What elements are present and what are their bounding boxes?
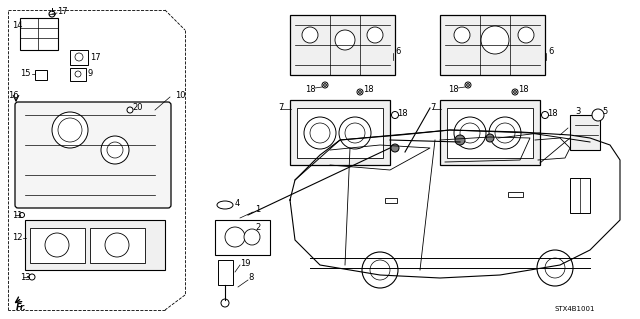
Circle shape bbox=[370, 260, 390, 280]
Text: 18: 18 bbox=[518, 85, 529, 94]
Bar bbox=[70, 68, 86, 81]
Text: 18: 18 bbox=[448, 85, 459, 94]
Text: 18: 18 bbox=[397, 108, 408, 117]
Circle shape bbox=[460, 123, 480, 143]
Text: 5: 5 bbox=[602, 108, 607, 116]
Bar bbox=[218, 260, 233, 285]
Text: 13: 13 bbox=[20, 272, 31, 281]
Bar bbox=[35, 70, 47, 80]
Circle shape bbox=[225, 227, 245, 247]
Circle shape bbox=[101, 136, 129, 164]
Text: 18: 18 bbox=[547, 108, 557, 117]
Circle shape bbox=[465, 82, 471, 88]
Bar bbox=[290, 100, 390, 165]
Circle shape bbox=[45, 233, 69, 257]
Bar bbox=[30, 228, 85, 263]
Text: 6: 6 bbox=[548, 48, 554, 56]
Text: 20: 20 bbox=[132, 102, 143, 112]
Bar bbox=[215, 220, 270, 255]
Text: 2: 2 bbox=[255, 222, 260, 232]
Circle shape bbox=[512, 89, 518, 95]
Text: 18: 18 bbox=[305, 85, 316, 94]
Circle shape bbox=[481, 26, 509, 54]
Text: 17: 17 bbox=[90, 53, 100, 62]
Circle shape bbox=[362, 252, 398, 288]
Circle shape bbox=[537, 250, 573, 286]
Circle shape bbox=[75, 71, 81, 77]
Text: 14: 14 bbox=[12, 20, 22, 29]
Circle shape bbox=[467, 84, 470, 86]
Circle shape bbox=[107, 142, 123, 158]
Text: 12: 12 bbox=[12, 234, 22, 242]
Circle shape bbox=[244, 229, 260, 245]
Circle shape bbox=[545, 258, 565, 278]
Bar bbox=[25, 220, 165, 270]
Circle shape bbox=[518, 27, 534, 43]
Text: 9: 9 bbox=[88, 69, 93, 78]
Bar bbox=[570, 178, 590, 213]
Circle shape bbox=[58, 118, 82, 142]
Bar bbox=[570, 115, 600, 150]
Bar bbox=[70, 50, 88, 65]
Bar bbox=[290, 15, 395, 75]
Circle shape bbox=[391, 144, 399, 152]
Circle shape bbox=[541, 112, 548, 118]
Text: 10: 10 bbox=[175, 91, 186, 100]
Text: 16: 16 bbox=[8, 91, 19, 100]
Circle shape bbox=[127, 107, 133, 113]
Circle shape bbox=[454, 27, 470, 43]
Text: 19: 19 bbox=[240, 258, 250, 268]
Text: 1: 1 bbox=[255, 205, 260, 214]
Circle shape bbox=[29, 274, 35, 280]
Circle shape bbox=[592, 109, 604, 121]
Text: STX4B1001: STX4B1001 bbox=[554, 306, 595, 312]
Circle shape bbox=[454, 117, 486, 149]
Bar bbox=[90, 228, 145, 263]
Circle shape bbox=[367, 27, 383, 43]
Circle shape bbox=[221, 299, 229, 307]
Text: 17: 17 bbox=[57, 8, 68, 17]
Text: 4: 4 bbox=[235, 199, 240, 209]
Bar bbox=[20, 18, 58, 50]
Circle shape bbox=[19, 212, 24, 218]
Bar bbox=[385, 198, 397, 203]
Text: 7: 7 bbox=[430, 103, 435, 113]
Circle shape bbox=[489, 117, 521, 149]
Ellipse shape bbox=[217, 201, 233, 209]
Circle shape bbox=[49, 11, 55, 17]
Text: 11: 11 bbox=[12, 211, 22, 219]
Circle shape bbox=[302, 27, 318, 43]
Circle shape bbox=[310, 123, 330, 143]
Bar bbox=[440, 15, 545, 75]
Circle shape bbox=[52, 112, 88, 148]
Circle shape bbox=[455, 135, 465, 145]
Text: 15: 15 bbox=[20, 70, 31, 78]
Bar bbox=[447, 108, 533, 158]
Bar bbox=[440, 100, 540, 165]
Circle shape bbox=[495, 123, 515, 143]
Circle shape bbox=[322, 82, 328, 88]
Circle shape bbox=[513, 91, 516, 93]
Circle shape bbox=[105, 233, 129, 257]
Circle shape bbox=[323, 84, 326, 86]
Circle shape bbox=[339, 117, 371, 149]
Bar bbox=[508, 192, 523, 197]
Circle shape bbox=[358, 91, 362, 93]
Circle shape bbox=[486, 134, 494, 142]
Circle shape bbox=[345, 123, 365, 143]
Text: 6: 6 bbox=[395, 48, 401, 56]
Circle shape bbox=[304, 117, 336, 149]
Text: 18: 18 bbox=[363, 85, 374, 94]
Circle shape bbox=[75, 53, 83, 61]
Text: Fr.: Fr. bbox=[16, 303, 27, 313]
Text: 3: 3 bbox=[575, 108, 580, 116]
FancyBboxPatch shape bbox=[15, 102, 171, 208]
Bar bbox=[297, 108, 383, 158]
Text: 8: 8 bbox=[248, 273, 253, 283]
Circle shape bbox=[357, 89, 363, 95]
Text: 7: 7 bbox=[278, 103, 284, 113]
Circle shape bbox=[392, 112, 399, 118]
Circle shape bbox=[335, 30, 355, 50]
